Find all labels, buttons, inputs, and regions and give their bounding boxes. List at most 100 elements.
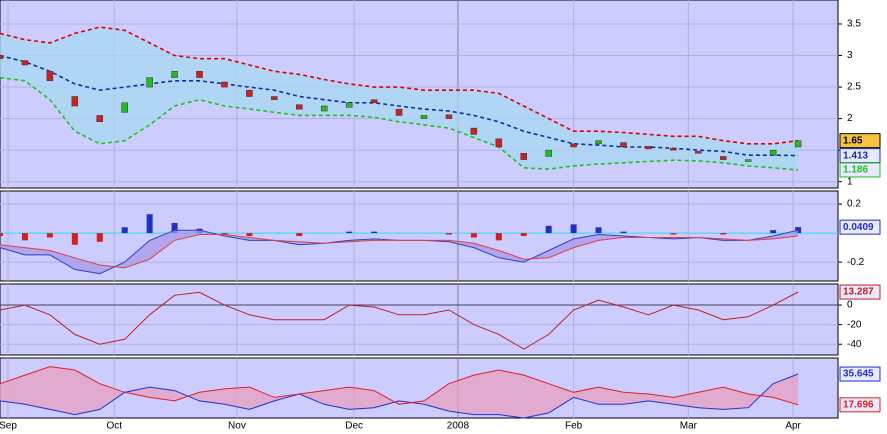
candle-body <box>695 151 702 154</box>
value-label-box <box>839 219 881 235</box>
series-line <box>0 373 799 419</box>
histogram-bar <box>21 233 28 241</box>
histogram-bar <box>595 227 602 234</box>
histogram-bar <box>545 225 552 234</box>
value-label: 13.287 <box>843 287 874 298</box>
histogram-bar <box>795 227 802 234</box>
value-label: 1.413 <box>843 150 868 161</box>
histogram-bar <box>520 233 527 236</box>
histogram-bar <box>121 227 128 234</box>
histogram-bar <box>221 233 228 235</box>
histogram-bar <box>620 231 627 234</box>
y-tick-label: -20 <box>847 319 862 330</box>
y-tick-label: -40 <box>847 339 862 350</box>
candle-body <box>46 71 54 82</box>
histogram-bar <box>470 233 477 238</box>
candle-body <box>345 102 353 108</box>
histogram-bar <box>146 214 153 234</box>
candle-body <box>320 105 328 112</box>
histogram-bar <box>495 233 502 241</box>
histogram-bar <box>46 233 53 238</box>
y-tick-label: 3.5 <box>847 19 861 30</box>
candle-body <box>645 146 652 150</box>
bollinger-band <box>0 27 799 170</box>
macd-fill <box>0 230 799 274</box>
x-tick-label: Feb <box>565 421 583 432</box>
candle-body <box>545 149 552 157</box>
candle-body <box>595 140 602 145</box>
candle-body <box>794 140 802 148</box>
y-tick-label: 0.2 <box>847 199 861 210</box>
candle-body <box>445 114 453 119</box>
histogram-bar <box>720 233 727 235</box>
candle-body <box>271 96 278 100</box>
candle-body <box>570 143 577 148</box>
histogram-bar <box>96 233 103 242</box>
candle-body <box>769 149 777 156</box>
histogram-bar <box>371 231 378 234</box>
candle-body <box>121 102 128 113</box>
x-tick-label: Nov <box>228 421 246 432</box>
candle-body <box>221 81 228 88</box>
candle-body <box>71 96 79 107</box>
candle-body <box>720 156 727 160</box>
candle-body <box>370 99 378 104</box>
histogram-bar <box>71 233 78 245</box>
value-label-box <box>839 366 881 382</box>
panel-background <box>0 190 839 282</box>
value-label: 0.0409 <box>843 222 874 233</box>
candle-body <box>96 115 104 123</box>
candle-body <box>620 142 627 148</box>
series-line <box>0 26 799 145</box>
candle-body <box>0 55 4 59</box>
histogram-bar <box>445 233 452 235</box>
y-tick-label: -0.2 <box>847 257 865 268</box>
value-label-box <box>839 133 881 149</box>
y-tick-label: 3 <box>847 50 853 61</box>
y-tick-label: 1 <box>847 176 853 187</box>
value-label: 17.696 <box>843 399 874 410</box>
histogram-bar <box>670 233 677 235</box>
histogram-bar <box>171 222 178 234</box>
candle-body <box>520 153 527 160</box>
series-line <box>0 366 799 406</box>
histogram-bar <box>346 231 353 234</box>
histogram-bar <box>770 230 777 234</box>
value-label: 1.65 <box>843 135 863 146</box>
di-fill <box>0 366 799 418</box>
histogram-bar <box>246 233 253 236</box>
series-line <box>0 291 799 350</box>
series-line <box>0 234 799 269</box>
candle-body <box>21 60 29 66</box>
series-line <box>0 76 799 171</box>
candle-body <box>670 148 677 151</box>
x-tick-label: Mar <box>680 421 698 432</box>
candle-body <box>196 71 203 78</box>
x-tick-label: Oct <box>106 421 122 432</box>
x-tick-label: Sep <box>0 421 17 432</box>
x-tick-label: Dec <box>345 421 363 432</box>
candle-body <box>246 89 253 97</box>
value-label: 1.186 <box>843 165 868 176</box>
series-line <box>0 54 799 157</box>
candle-body <box>171 71 178 78</box>
candle-body <box>146 77 153 88</box>
value-label-box <box>839 162 881 178</box>
y-tick-label: 0 <box>847 300 853 311</box>
y-tick-label: 2.5 <box>847 82 861 93</box>
histogram-bar <box>570 224 577 234</box>
y-tick-label: 2 <box>847 113 853 124</box>
value-label-box <box>839 397 881 413</box>
candle-body <box>395 108 403 116</box>
candle-body <box>495 138 503 148</box>
candle-body <box>470 127 478 135</box>
candle-body <box>744 159 752 162</box>
panel-background <box>0 283 839 356</box>
value-label: 35.645 <box>843 369 874 380</box>
candle-body <box>296 104 303 110</box>
histogram-bar <box>0 233 3 236</box>
candle-body <box>420 115 428 119</box>
x-tick-label: 2008 <box>447 421 470 432</box>
